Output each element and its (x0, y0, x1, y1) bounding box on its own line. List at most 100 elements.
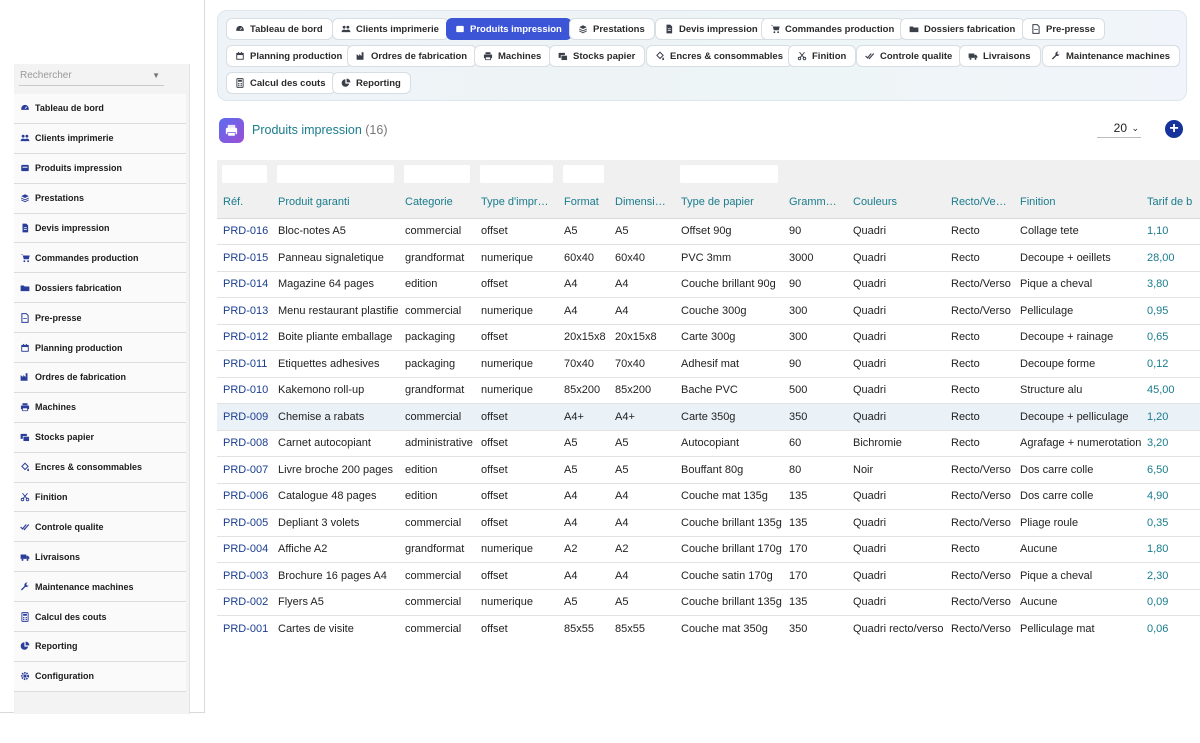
tab-tableau-de-bord[interactable]: Tableau de bord (226, 18, 333, 40)
tab-machines[interactable]: Machines (474, 45, 552, 67)
table-row[interactable]: PRD-016 Bloc-notes A5 commercial offset A5 A5… (217, 218, 1200, 245)
column-header-grammage[interactable]: Grammage (783, 187, 847, 219)
table-row[interactable]: PRD-005 Depliant 3 volets commercial offset… (217, 509, 1200, 537)
row-ref-link[interactable]: PRD-011 (217, 350, 272, 378)
tab-prestations[interactable]: Prestations (569, 18, 655, 40)
table-row[interactable]: PRD-003 Brochure 16 pages A4 commercial off… (217, 562, 1200, 590)
tab-reporting[interactable]: Reporting (332, 72, 411, 94)
row-ref-link[interactable]: PRD-006 (217, 483, 272, 510)
row-ref-link[interactable]: PRD-001 (217, 615, 272, 642)
column-header-categorie[interactable]: Categorie (399, 187, 475, 219)
table-cell: Brochure 16 pages A4 (272, 562, 399, 590)
row-ref-link[interactable]: PRD-005 (217, 509, 272, 537)
sidebar-item-pre-presse[interactable]: Pre-presse (14, 303, 186, 334)
row-ref-link[interactable]: PRD-013 (217, 297, 272, 325)
table-row[interactable]: PRD-004 Affiche A2 grandformat numerique A2 A… (217, 536, 1200, 563)
row-ref-link[interactable]: PRD-009 (217, 403, 272, 431)
row-ref-link[interactable]: PRD-007 (217, 456, 272, 484)
column-filter-input[interactable] (277, 164, 394, 183)
row-ref-link[interactable]: PRD-012 (217, 324, 272, 351)
sidebar-item-calcul-des-couts[interactable]: Calcul des couts (14, 602, 186, 633)
table-cell: edition (399, 271, 475, 298)
table-row[interactable]: PRD-007 Livre broche 200 pages edition offs… (217, 456, 1200, 484)
column-filter-input[interactable] (222, 164, 267, 183)
tab-controle-qualite[interactable]: Controle qualite (856, 45, 963, 67)
row-ref-link[interactable]: PRD-016 (217, 218, 272, 245)
row-ref-link[interactable]: PRD-003 (217, 562, 272, 590)
sidebar-item-tableau-de-bord[interactable]: Tableau de bord (14, 94, 186, 124)
table-row[interactable]: PRD-010 Kakemono roll-up grandformat numeri… (217, 377, 1200, 404)
table-cell: 20x15x8 (558, 324, 609, 351)
sidebar-item-commandes-production[interactable]: Commandes production (14, 243, 186, 274)
row-ref-link[interactable]: PRD-002 (217, 589, 272, 616)
tab-produits-impression[interactable]: Produits impression (446, 18, 572, 40)
row-ref-link[interactable]: PRD-004 (217, 536, 272, 563)
row-ref-link[interactable]: PRD-014 (217, 271, 272, 298)
column-header-dimensions[interactable]: Dimensions (609, 187, 675, 219)
tab-ordres-de-fabrication[interactable]: Ordres de fabrication (347, 45, 478, 67)
sidebar-item-maintenance-machines[interactable]: Maintenance machines (14, 572, 186, 603)
page-size-select[interactable]: 20 ⌄ (1097, 118, 1141, 138)
table-row[interactable]: PRD-008 Carnet autocopiant administrative o… (217, 430, 1200, 457)
tab-stocks-papier[interactable]: Stocks papier (549, 45, 646, 67)
tab-maintenance-machines[interactable]: Maintenance machines (1042, 45, 1181, 67)
table-row[interactable]: PRD-002 Flyers A5 commercial numerique A5 A5 C… (217, 589, 1200, 616)
table-row[interactable]: PRD-012 Boite pliante emballage packaging o… (217, 324, 1200, 351)
tab-pre-presse[interactable]: Pre-presse (1022, 18, 1106, 40)
sidebar-item-livraisons[interactable]: Livraisons (14, 542, 186, 573)
column-header-finition[interactable]: Finition (1014, 187, 1141, 219)
tab-encres-and-consommables[interactable]: Encres & consommables (646, 45, 793, 67)
column-header-tarif-de-b[interactable]: Tarif de b (1141, 187, 1200, 219)
sidebar-item-clients-imprimerie[interactable]: Clients imprimerie (14, 123, 186, 154)
table-row[interactable]: PRD-014 Magazine 64 pages edition offset A4 A… (217, 271, 1200, 298)
column-header-format[interactable]: Format (558, 187, 609, 219)
column-header-couleurs[interactable]: Couleurs (847, 187, 945, 219)
column-filter-input[interactable] (404, 164, 470, 183)
column-header-r-f[interactable]: Réf. (217, 187, 272, 219)
tab-livraisons[interactable]: Livraisons (959, 45, 1041, 67)
tab-commandes-production[interactable]: Commandes production (761, 18, 905, 40)
column-header-produit-garanti[interactable]: Produit garanti (272, 187, 399, 219)
table-row[interactable]: PRD-011 Etiquettes adhesives packaging nume… (217, 350, 1200, 378)
row-ref-link[interactable]: PRD-010 (217, 377, 272, 404)
table-row[interactable]: PRD-009 Chemise a rabats commercial offset A… (217, 403, 1200, 431)
sidebar-item-prestations[interactable]: Prestations (14, 183, 186, 214)
sidebar-item-planning-production[interactable]: Planning production (14, 333, 186, 364)
tab-finition[interactable]: Finition (788, 45, 857, 67)
sidebar-item-stocks-papier[interactable]: Stocks papier (14, 422, 186, 453)
column-filter-input[interactable] (680, 164, 778, 183)
tab-clients-imprimerie[interactable]: Clients imprimerie (332, 18, 449, 40)
table-row[interactable]: PRD-015 Panneau signaletique grandformat nu… (217, 244, 1200, 272)
sidebar-item-machines[interactable]: Machines (14, 392, 186, 423)
sidebar-item-configuration[interactable]: Configuration (14, 661, 186, 692)
table-cell: 85x200 (609, 377, 675, 404)
sidebar-item-encres-and-consommables[interactable]: Encres & consommables (14, 452, 186, 483)
tab-dossiers-fabrication[interactable]: Dossiers fabrication (900, 18, 1026, 40)
column-header-type-de-papier[interactable]: Type de papier (675, 187, 783, 219)
column-header-recto-verso[interactable]: Recto/Verso (945, 187, 1014, 219)
truck-icon (968, 51, 978, 61)
sidebar-item-produits-impression[interactable]: Produits impression (14, 153, 186, 184)
search-select[interactable]: Rechercher ▼ (19, 67, 164, 86)
sidebar-item-controle-qualite[interactable]: Controle qualite (14, 512, 186, 543)
column-filter-input[interactable] (563, 164, 604, 183)
table-cell: offset (475, 430, 558, 457)
sidebar-item-reporting[interactable]: Reporting (14, 632, 186, 662)
column-filter-input[interactable] (480, 164, 553, 183)
tab-calcul-des-couts[interactable]: Calcul des couts (226, 72, 336, 94)
tab-planning-production[interactable]: Planning production (226, 45, 353, 67)
table-row[interactable]: PRD-001 Cartes de visite commercial offset 8… (217, 615, 1200, 642)
row-ref-link[interactable]: PRD-008 (217, 430, 272, 457)
tab-devis-impression[interactable]: Devis impression (655, 18, 768, 40)
table-cell: 135 (783, 483, 847, 510)
add-product-button[interactable]: + (1165, 120, 1183, 138)
table-row[interactable]: PRD-006 Catalogue 48 pages edition offset A4… (217, 483, 1200, 510)
sidebar-item-ordres-de-fabrication[interactable]: Ordres de fabrication (14, 363, 186, 393)
sidebar-item-finition[interactable]: Finition (14, 482, 186, 513)
row-ref-link[interactable]: PRD-015 (217, 244, 272, 272)
table-cell: Couche brillant 135g (675, 589, 783, 616)
sidebar-item-dossiers-fabrication[interactable]: Dossiers fabrication (14, 273, 186, 304)
column-header-type-d-impre[interactable]: Type d'impre... (475, 187, 558, 219)
table-row[interactable]: PRD-013 Menu restaurant plastifie commerci… (217, 297, 1200, 325)
sidebar-item-devis-impression[interactable]: Devis impression (14, 213, 186, 244)
